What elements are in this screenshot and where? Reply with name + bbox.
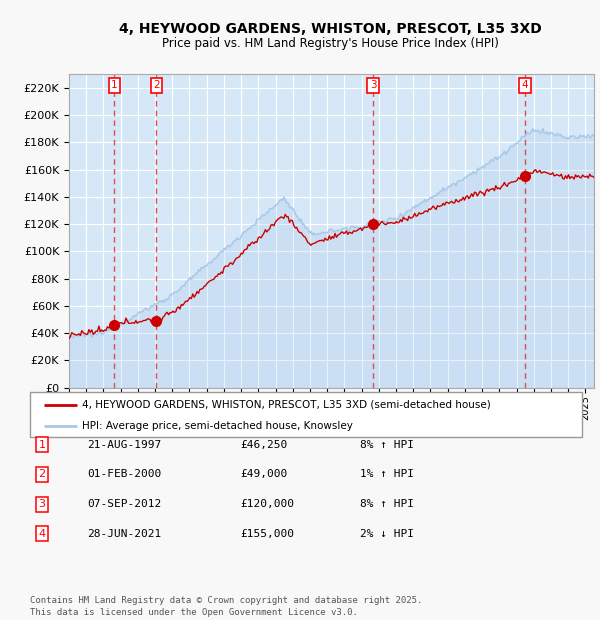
Text: 8% ↑ HPI: 8% ↑ HPI <box>360 499 414 509</box>
Text: 1% ↑ HPI: 1% ↑ HPI <box>360 469 414 479</box>
Text: 4: 4 <box>38 529 46 539</box>
Text: 21-AUG-1997: 21-AUG-1997 <box>87 440 161 450</box>
Text: 1: 1 <box>111 81 118 91</box>
Text: Price paid vs. HM Land Registry's House Price Index (HPI): Price paid vs. HM Land Registry's House … <box>161 37 499 50</box>
Text: 28-JUN-2021: 28-JUN-2021 <box>87 529 161 539</box>
Text: 01-FEB-2000: 01-FEB-2000 <box>87 469 161 479</box>
Text: 4, HEYWOOD GARDENS, WHISTON, PRESCOT, L35 3XD: 4, HEYWOOD GARDENS, WHISTON, PRESCOT, L3… <box>119 22 541 37</box>
Text: 8% ↑ HPI: 8% ↑ HPI <box>360 440 414 450</box>
Text: £49,000: £49,000 <box>240 469 287 479</box>
Text: 2% ↓ HPI: 2% ↓ HPI <box>360 529 414 539</box>
Text: 2: 2 <box>38 469 46 479</box>
Text: £120,000: £120,000 <box>240 499 294 509</box>
Text: 1: 1 <box>38 440 46 450</box>
Text: HPI: Average price, semi-detached house, Knowsley: HPI: Average price, semi-detached house,… <box>82 421 353 431</box>
Text: 2: 2 <box>153 81 160 91</box>
Text: 3: 3 <box>370 81 377 91</box>
Text: 3: 3 <box>38 499 46 509</box>
Text: £155,000: £155,000 <box>240 529 294 539</box>
Text: £46,250: £46,250 <box>240 440 287 450</box>
Text: Contains HM Land Registry data © Crown copyright and database right 2025.
This d: Contains HM Land Registry data © Crown c… <box>30 596 422 617</box>
Text: 07-SEP-2012: 07-SEP-2012 <box>87 499 161 509</box>
Text: 4, HEYWOOD GARDENS, WHISTON, PRESCOT, L35 3XD (semi-detached house): 4, HEYWOOD GARDENS, WHISTON, PRESCOT, L3… <box>82 400 491 410</box>
Text: 4: 4 <box>521 81 528 91</box>
